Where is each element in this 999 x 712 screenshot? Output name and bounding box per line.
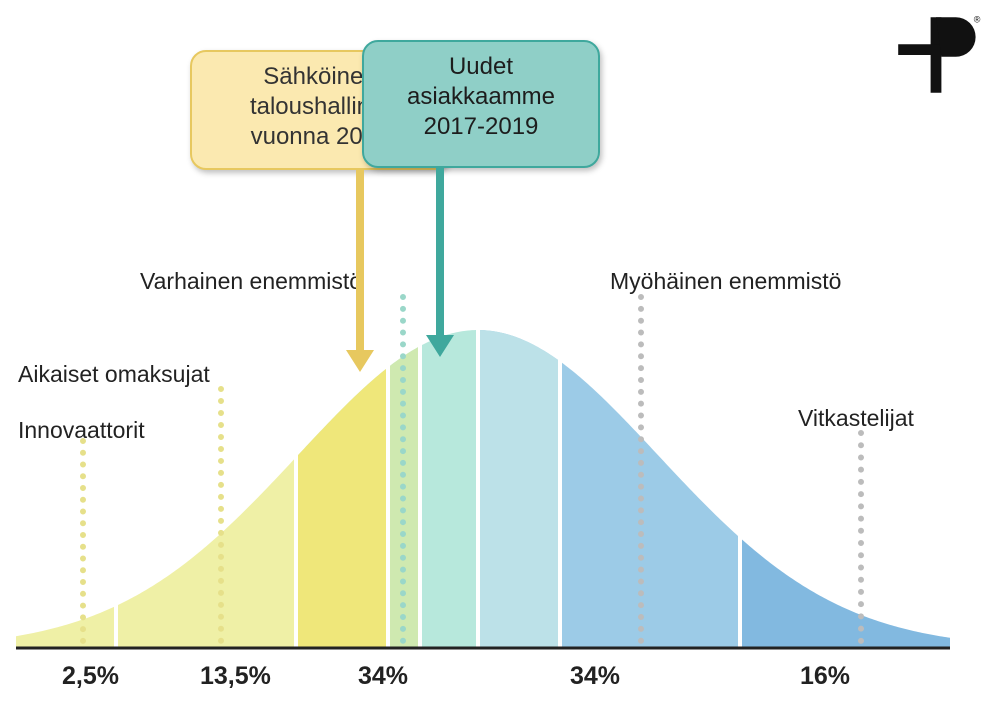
arrow-yellow-icon [356,170,364,352]
arrow-teal-icon [436,168,444,337]
pct-early_adopters: 13,5% [200,662,271,691]
pct-late_majority: 34% [570,662,620,691]
label-early_adopters: Aikaiset omaksujat [18,362,210,387]
label-innovators: Innovaattorit [18,418,145,443]
label-late_majority: Myöhäinen enemmistö [610,269,841,294]
leader-laggards [858,430,864,644]
leader-early_adopters [218,386,224,644]
segment-laggards [740,0,950,712]
arrow-teal-head-icon [426,335,454,357]
callout-teal-line3: 2017-2019 [380,112,582,142]
callout-teal: Uudet asiakkaamme 2017-2019 [362,40,600,168]
label-laggards: Vitkastelijat [798,406,914,431]
arrow-yellow-head-icon [346,350,374,372]
callout-teal-line2: asiakkaamme [380,82,582,112]
leader-early_majority [400,294,406,644]
segment-innovators [16,0,116,712]
leader-innovators [80,438,86,644]
label-early_majority: Varhainen enemmistö [140,269,362,294]
pct-laggards: 16% [800,662,850,691]
leader-late_majority [638,294,644,644]
diagram-stage: ® Innovaattorit2,5%Aikaiset omaksujat13,… [0,0,999,712]
callout-teal-line1: Uudet [380,52,582,82]
pct-innovators: 2,5% [62,662,119,691]
pct-early_majority: 34% [358,662,408,691]
